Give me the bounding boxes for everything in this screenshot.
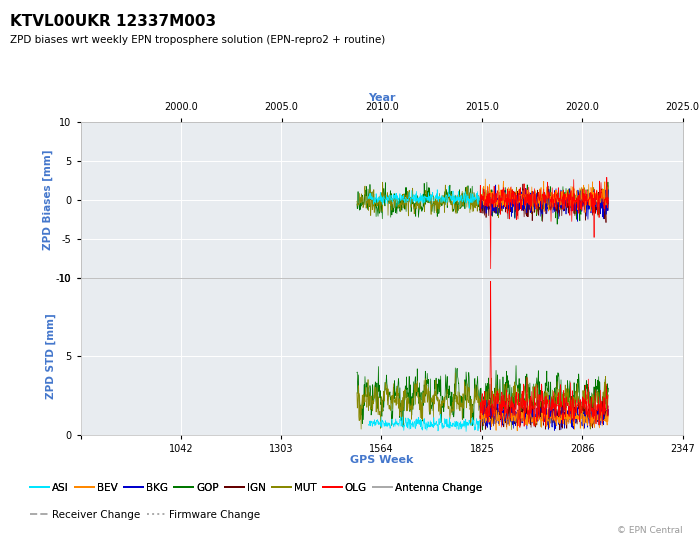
X-axis label: Year: Year bbox=[368, 93, 395, 103]
Text: ZPD biases wrt weekly EPN troposphere solution (EPN-repro2 + routine): ZPD biases wrt weekly EPN troposphere so… bbox=[10, 35, 386, 45]
Y-axis label: ZPD STD [mm]: ZPD STD [mm] bbox=[46, 314, 57, 399]
Text: KTVL00UKR 12337M003: KTVL00UKR 12337M003 bbox=[10, 14, 216, 29]
Legend: Receiver Change, Firmware Change: Receiver Change, Firmware Change bbox=[26, 505, 264, 524]
X-axis label: GPS Week: GPS Week bbox=[350, 455, 413, 465]
Y-axis label: ZPD Biases [mm]: ZPD Biases [mm] bbox=[43, 150, 53, 250]
Legend: ASI, BEV, BKG, GOP, IGN, MUT, OLG, Antenna Change: ASI, BEV, BKG, GOP, IGN, MUT, OLG, Anten… bbox=[26, 478, 486, 497]
Text: © EPN Central: © EPN Central bbox=[617, 525, 682, 535]
